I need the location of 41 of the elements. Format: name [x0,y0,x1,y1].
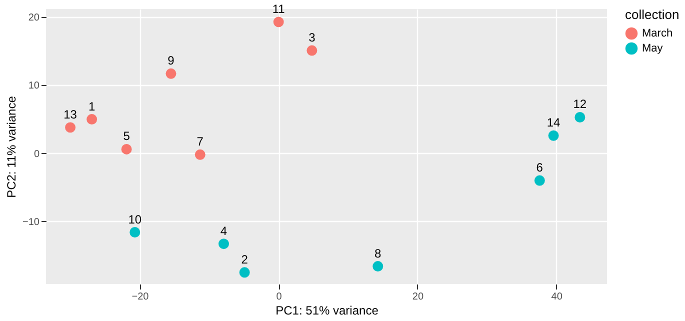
legend-title: collection [625,7,680,22]
annotation: 14 [546,116,561,130]
x-tick-label: 0 [276,292,282,302]
annotation: 3 [308,30,316,45]
point [372,261,384,272]
y-tick-label: 20 [28,12,40,24]
annotation: 7 [196,134,204,149]
y-axis-title: PC2: 11% variance [4,96,19,198]
x-tick-label: 20 [412,292,424,302]
y-tick-label: 10 [28,80,40,92]
point [121,144,132,154]
legend-label: May [642,42,664,54]
annotation: 1 [88,99,96,114]
point [218,238,229,250]
annotation: 6 [536,160,544,175]
point [130,227,140,238]
point [273,16,284,28]
x-tick-label: −20 [132,292,150,302]
annotation: 12 [573,97,587,112]
annotation: 9 [168,54,175,68]
y-tick-label: −10 [22,216,40,228]
annotation: 2 [241,252,248,266]
annotation: 4 [220,224,228,238]
point [306,45,318,56]
annotation: 10 [128,212,142,226]
x-tick-label: 40 [551,292,563,302]
point [86,114,98,125]
point [574,112,586,122]
point [239,267,250,278]
x-axis-title: PC1: 51% variance [276,304,379,318]
legend-label: March [642,28,673,40]
annotation: 13 [64,107,78,122]
point [194,149,206,160]
point [548,130,559,141]
y-tick-label: 0 [34,148,40,160]
point [534,175,545,186]
point [65,122,76,133]
point [166,68,176,79]
annotation: 11 [272,2,286,16]
annotation: 8 [374,246,382,260]
annotation: 5 [123,129,130,144]
